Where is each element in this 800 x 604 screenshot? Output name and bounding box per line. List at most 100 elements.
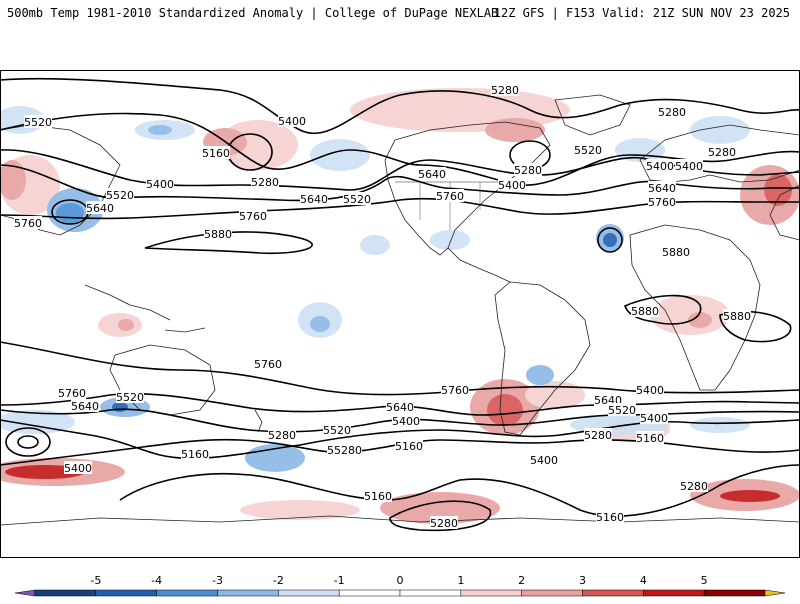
svg-text:5760: 5760 <box>58 387 86 400</box>
contour-label: 5760 <box>648 195 676 209</box>
contour-label: 5160 <box>395 439 423 453</box>
colorbar-canvas: -5 -4 -3 -2 -1 0 1 2 3 4 5 <box>14 574 786 597</box>
contour-label: 5280 <box>491 83 519 97</box>
contour-label: 5160 <box>364 489 392 503</box>
contour-label: 5400 <box>646 159 674 173</box>
contour-label: 5280 <box>251 175 279 189</box>
contour-label: 5400 <box>278 114 306 128</box>
contour-label: 5640 <box>71 399 99 413</box>
svg-text:5160: 5160 <box>181 448 209 461</box>
contour-label: 5160 <box>202 146 230 160</box>
colorbar-tick-label: 3 <box>579 574 586 587</box>
contour-label: 5640 <box>86 201 114 215</box>
model-run-info: 12Z GFS | F153 Valid: 21Z SUN NOV 23 202… <box>493 6 790 20</box>
svg-text:5520: 5520 <box>574 144 602 157</box>
svg-text:5760: 5760 <box>648 196 676 209</box>
svg-text:5400: 5400 <box>530 454 558 467</box>
contour-label: 5880 <box>631 304 659 318</box>
colorbar-extend-low <box>14 589 36 597</box>
svg-text:5760: 5760 <box>254 358 282 371</box>
colorbar-tick-label: 4 <box>640 574 647 587</box>
colorbar-tick-label: 5 <box>701 574 708 587</box>
contour-labels: 5280 5280 5400 5160 5280 5400 5640 5520 … <box>14 83 751 530</box>
svg-text:5880: 5880 <box>723 310 751 323</box>
svg-text:5160: 5160 <box>636 432 664 445</box>
svg-text:5400: 5400 <box>636 384 664 397</box>
contour-label: 5280 <box>268 428 296 442</box>
contour-label: 5520 <box>343 192 371 206</box>
contour-label: 5160 <box>636 431 664 445</box>
contour-label: 5760 <box>58 386 86 400</box>
contour-5280-north <box>0 77 800 135</box>
colorbar-swatch <box>278 589 340 597</box>
svg-text:5280: 5280 <box>491 84 519 97</box>
svg-text:5520: 5520 <box>608 404 636 417</box>
colorbar-tick-label: -2 <box>273 574 284 587</box>
contour-label: 5280 <box>584 428 612 442</box>
svg-text:5640: 5640 <box>86 202 114 215</box>
contour-label: 5280 <box>708 145 736 159</box>
colorbar-tick-label: -3 <box>212 574 223 587</box>
contour-label: 5400 <box>640 411 668 425</box>
contour-label: 5400 <box>530 453 558 467</box>
contour-5880-east <box>719 310 792 343</box>
contour-label: 5280 <box>514 163 542 177</box>
svg-text:5640: 5640 <box>71 400 99 413</box>
svg-text:5520: 5520 <box>343 193 371 206</box>
colorbar-tick-label: 1 <box>457 574 464 587</box>
svg-text:5880: 5880 <box>662 246 690 259</box>
contour-label: 5160 <box>181 447 209 461</box>
colorbar-tick-label: -4 <box>151 574 162 587</box>
svg-text:5760: 5760 <box>441 384 469 397</box>
colorbar-swatch <box>460 589 522 597</box>
contour-5160-south <box>119 464 800 517</box>
contour-label: 5400 <box>64 461 92 475</box>
contour-label: 5400 <box>636 383 664 397</box>
svg-text:5280: 5280 <box>680 480 708 493</box>
colorbar-extend-high <box>764 589 786 597</box>
svg-text:5400: 5400 <box>646 160 674 173</box>
svg-text:5520: 5520 <box>24 116 52 129</box>
contour-label: 5520 <box>608 403 636 417</box>
contour-label: 5760 <box>254 357 282 371</box>
colorbar: -5 -4 -3 -2 -1 0 1 2 3 4 5 <box>0 570 800 600</box>
svg-text:5280: 5280 <box>268 429 296 442</box>
svg-text:5400: 5400 <box>392 415 420 428</box>
contour-5280-south-closed <box>389 500 492 532</box>
svg-text:5160: 5160 <box>364 490 392 503</box>
contour-low-eatl <box>597 227 623 253</box>
contour-label: 5520 <box>574 143 602 157</box>
svg-text:5400: 5400 <box>640 412 668 425</box>
svg-text:5520: 5520 <box>323 424 351 437</box>
svg-text:5280: 5280 <box>430 517 458 530</box>
colorbar-swatch <box>156 589 218 597</box>
contour-label: 5760 <box>441 383 469 397</box>
anomaly-map: 5280 5280 5400 5160 5280 5400 5640 5520 … <box>0 70 800 558</box>
svg-text:5280: 5280 <box>708 146 736 159</box>
contour-low-sw <box>5 427 51 457</box>
svg-text:5880: 5880 <box>204 228 232 241</box>
colorbar-tick-label: -5 <box>90 574 101 587</box>
svg-text:5880: 5880 <box>631 305 659 318</box>
contour-label: 5520 <box>106 188 134 202</box>
contour-label: 5760 <box>436 189 464 203</box>
svg-text:5280: 5280 <box>658 106 686 119</box>
cold-anomaly-shading <box>0 106 750 472</box>
colorbar-swatch <box>217 589 279 597</box>
map-canvas: 5280 5280 5400 5160 5280 5400 5640 5520 … <box>0 70 800 558</box>
svg-text:5400: 5400 <box>146 178 174 191</box>
contour-label: 5280 <box>680 479 708 493</box>
contour-5880-africa <box>624 294 702 325</box>
svg-text:5160: 5160 <box>395 440 423 453</box>
svg-text:5280: 5280 <box>251 176 279 189</box>
contour-label: 5280 <box>334 443 362 457</box>
svg-text:5280: 5280 <box>584 429 612 442</box>
contour-label: 5640 <box>648 181 676 195</box>
contour-label: 5640 <box>418 167 446 181</box>
svg-text:5520: 5520 <box>116 391 144 404</box>
svg-text:5760: 5760 <box>436 190 464 203</box>
svg-text:5640: 5640 <box>418 168 446 181</box>
colorbar-tick-labels: -5 -4 -3 -2 -1 0 1 2 3 4 5 <box>90 574 707 587</box>
svg-text:5760: 5760 <box>239 210 267 223</box>
colorbar-swatch <box>338 589 401 597</box>
